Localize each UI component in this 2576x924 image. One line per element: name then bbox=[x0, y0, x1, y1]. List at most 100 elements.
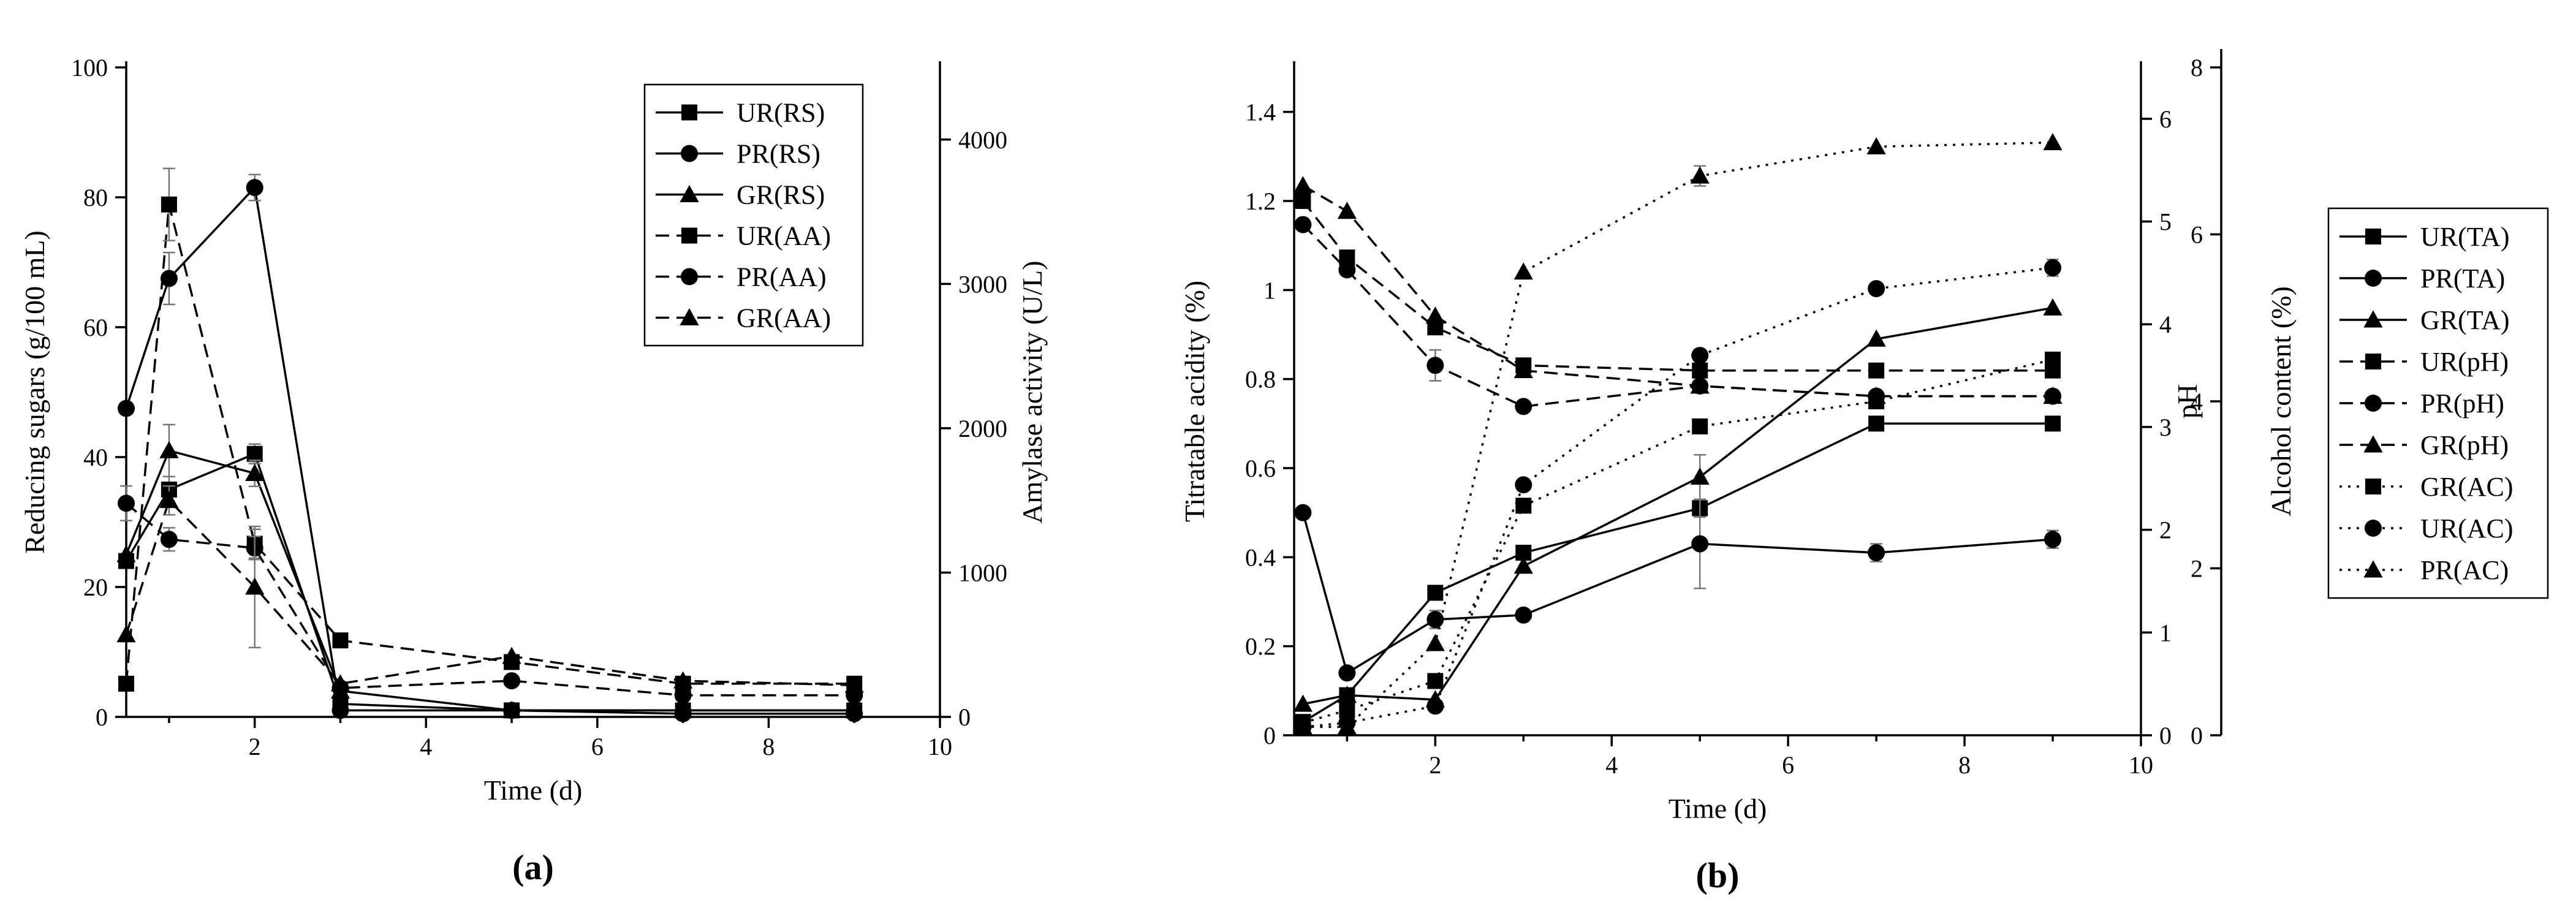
y-tick-label: 0.4 bbox=[1245, 543, 1276, 571]
series-pr-ta bbox=[1294, 498, 2062, 682]
series-gr-rs bbox=[116, 423, 864, 718]
data-point bbox=[1868, 362, 1885, 379]
y3-tick-label: 8 bbox=[2191, 54, 2203, 81]
legend-item: PR(AA) bbox=[656, 262, 827, 292]
legend-box bbox=[643, 83, 864, 347]
y2-tick-label: 4 bbox=[2159, 311, 2172, 338]
legend-label: UR(TA) bbox=[2420, 222, 2510, 252]
y-tick-label: 0.2 bbox=[1245, 633, 1276, 661]
series-line bbox=[125, 449, 855, 712]
data-point bbox=[1868, 280, 1885, 298]
series-line bbox=[1301, 512, 2053, 675]
legend-item: UR(AA) bbox=[656, 221, 831, 251]
data-point bbox=[1513, 556, 1533, 574]
legend-label: PR(TA) bbox=[2420, 263, 2505, 293]
legend-item: UR(RS) bbox=[656, 98, 825, 128]
y-tick-label: 0.6 bbox=[1245, 455, 1276, 482]
data-point bbox=[1513, 262, 1533, 280]
data-point bbox=[2045, 415, 2061, 432]
legend-label: UR(AC) bbox=[2420, 513, 2513, 543]
y2-tick-label: 5 bbox=[2159, 208, 2172, 236]
x-tick-label: 6 bbox=[1782, 751, 1794, 779]
data-point bbox=[1690, 166, 1710, 184]
y3-tick-label: 2 bbox=[2191, 555, 2203, 583]
y2-tick-label: 6 bbox=[2159, 105, 2172, 133]
legend-marker bbox=[2365, 229, 2381, 244]
data-point bbox=[331, 702, 349, 719]
data-point bbox=[1337, 717, 1357, 735]
data-point bbox=[1337, 686, 1357, 703]
data-point bbox=[1691, 535, 1709, 553]
y2-tick-label: 1000 bbox=[958, 559, 1007, 586]
series-line bbox=[1302, 184, 2053, 398]
data-point bbox=[1426, 697, 1444, 715]
series-ur-ta bbox=[1295, 415, 2061, 730]
data-point bbox=[1293, 176, 1313, 194]
legend-marker bbox=[681, 145, 698, 162]
data-point bbox=[245, 577, 265, 595]
data-point bbox=[1337, 202, 1357, 219]
data-point bbox=[161, 196, 177, 213]
y-tick-label: 1.2 bbox=[1245, 187, 1276, 215]
data-point bbox=[2043, 387, 2063, 404]
data-point bbox=[1427, 585, 1444, 601]
legend-label: GR(RS) bbox=[737, 180, 825, 210]
data-point bbox=[2045, 351, 2061, 368]
y3-tick-label: 6 bbox=[2191, 221, 2203, 249]
data-point bbox=[1427, 673, 1444, 689]
data-point bbox=[673, 700, 693, 718]
x-tick-label: 8 bbox=[1958, 751, 1971, 779]
legend-marker bbox=[681, 268, 698, 286]
y2-tick-label: 1 bbox=[2159, 619, 2172, 646]
data-point bbox=[160, 531, 178, 548]
x-tick-label: 4 bbox=[420, 733, 432, 760]
legend-marker bbox=[2365, 479, 2381, 494]
data-point bbox=[159, 491, 179, 509]
legend-item: PR(TA) bbox=[2339, 263, 2505, 293]
data-point bbox=[503, 672, 521, 690]
panel-a-chart: 2 4 6 8 1002040608010001000200030004000Time … bbox=[19, 54, 1048, 887]
data-point bbox=[118, 675, 134, 692]
y2-tick-label: 2000 bbox=[958, 415, 1007, 442]
data-point bbox=[118, 400, 135, 417]
y3-axis-title: Alcohol content (%) bbox=[2265, 286, 2297, 517]
data-point bbox=[246, 445, 263, 462]
series-line bbox=[125, 502, 855, 697]
series-pr-aa bbox=[118, 485, 863, 704]
y-tick-label: 0.8 bbox=[1245, 366, 1276, 393]
panel-b-chart: 2 4 6 8 1000.20.40.60.811.21.4012345602468Ti… bbox=[1179, 49, 2549, 895]
data-point bbox=[1293, 694, 1313, 712]
data-point bbox=[2044, 531, 2062, 548]
x-tick-label: 6 bbox=[591, 733, 604, 760]
data-point bbox=[1294, 216, 1312, 233]
legend-item: GR(RS) bbox=[656, 180, 825, 210]
data-point bbox=[1515, 606, 1532, 624]
data-point bbox=[1426, 611, 1444, 629]
legend-item: PR(pH) bbox=[2339, 388, 2504, 418]
series-line bbox=[1303, 141, 2053, 729]
data-point bbox=[332, 632, 349, 649]
y2-axis-title: pH bbox=[2172, 384, 2203, 418]
legend-item: UR(pH) bbox=[2339, 347, 2509, 377]
legend-label: UR(pH) bbox=[2420, 347, 2509, 377]
y-axis-title: Reducing sugars (g/100 mL) bbox=[19, 230, 50, 554]
y-tick-label: 0 bbox=[1263, 722, 1276, 749]
legend-item: GR(TA) bbox=[2339, 305, 2510, 335]
y2-tick-label: 3 bbox=[2159, 414, 2172, 441]
legend-marker bbox=[681, 227, 697, 244]
legend-marker bbox=[2365, 270, 2382, 287]
data-point bbox=[1515, 398, 1532, 415]
y-tick-label: 80 bbox=[83, 184, 108, 211]
legend-item: GR(AC) bbox=[2339, 472, 2513, 502]
x-tick-label: 10 bbox=[2129, 751, 2153, 779]
legend-label: PR(AA) bbox=[737, 262, 827, 292]
y-axis-title: Titratable acidity (%) bbox=[1179, 281, 1210, 522]
legend-label: PR(AC) bbox=[2420, 555, 2509, 585]
data-point bbox=[1692, 362, 1708, 379]
series-gr-ta bbox=[1293, 298, 2063, 712]
y-tick-label: 1.4 bbox=[1245, 99, 1276, 126]
y-tick-label: 100 bbox=[71, 54, 108, 81]
data-point bbox=[1866, 329, 1886, 347]
legend-item: GR(pH) bbox=[2339, 430, 2509, 460]
